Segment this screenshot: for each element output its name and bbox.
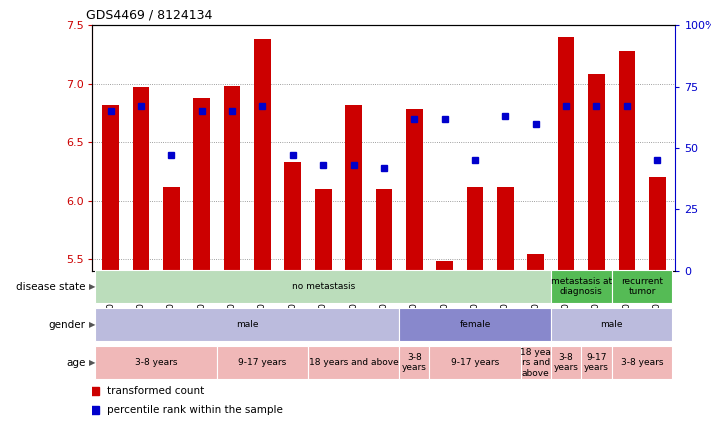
Bar [619, 51, 635, 271]
Text: ▶: ▶ [89, 282, 95, 291]
Text: age: age [66, 358, 85, 368]
Bar [466, 187, 483, 271]
Bar [193, 98, 210, 271]
Bar [406, 110, 422, 271]
Bar [588, 74, 605, 271]
Text: male: male [600, 320, 623, 329]
Bar [224, 86, 240, 271]
Bar [308, 346, 399, 379]
Text: GDS4469 / 8124134: GDS4469 / 8124134 [86, 8, 213, 21]
Bar [399, 308, 551, 341]
Bar [315, 189, 331, 271]
Text: 18 years and above: 18 years and above [309, 358, 398, 367]
Text: gender: gender [48, 320, 85, 330]
Bar [95, 308, 399, 341]
Text: 3-8
years: 3-8 years [402, 353, 427, 372]
Text: recurrent
tumor: recurrent tumor [621, 277, 663, 296]
Text: 3-8 years: 3-8 years [135, 358, 178, 367]
Text: no metastasis: no metastasis [292, 282, 355, 291]
Bar [346, 105, 362, 271]
Bar [611, 346, 673, 379]
Bar [551, 346, 582, 379]
Bar [611, 270, 673, 303]
Text: disease state: disease state [16, 282, 85, 291]
Text: 3-8
years: 3-8 years [554, 353, 579, 372]
Text: metastasis at
diagnosis: metastasis at diagnosis [551, 277, 612, 296]
Text: male: male [236, 320, 259, 329]
Bar [375, 189, 392, 271]
Bar [102, 105, 119, 271]
Bar [528, 254, 544, 271]
Bar [429, 346, 520, 379]
Text: female: female [459, 320, 491, 329]
Bar [163, 187, 180, 271]
Bar [437, 261, 453, 271]
Bar [551, 308, 673, 341]
Text: ▶: ▶ [89, 358, 95, 367]
Text: ▶: ▶ [89, 320, 95, 329]
Bar [649, 177, 665, 271]
Text: 9-17 years: 9-17 years [451, 358, 499, 367]
Bar [284, 162, 301, 271]
Text: 18 yea
rs and
above: 18 yea rs and above [520, 348, 551, 378]
Bar [254, 39, 271, 271]
Text: percentile rank within the sample: percentile rank within the sample [107, 405, 283, 415]
Text: 3-8 years: 3-8 years [621, 358, 663, 367]
Bar [217, 346, 308, 379]
Bar [558, 37, 574, 271]
Bar [95, 346, 217, 379]
Text: 9-17 years: 9-17 years [238, 358, 287, 367]
Bar [520, 346, 551, 379]
Bar [133, 87, 149, 271]
Text: transformed count: transformed count [107, 386, 204, 396]
Text: 9-17
years: 9-17 years [584, 353, 609, 372]
Bar [95, 270, 551, 303]
Bar [551, 270, 611, 303]
Bar [582, 346, 611, 379]
Bar [399, 346, 429, 379]
Bar [497, 187, 514, 271]
